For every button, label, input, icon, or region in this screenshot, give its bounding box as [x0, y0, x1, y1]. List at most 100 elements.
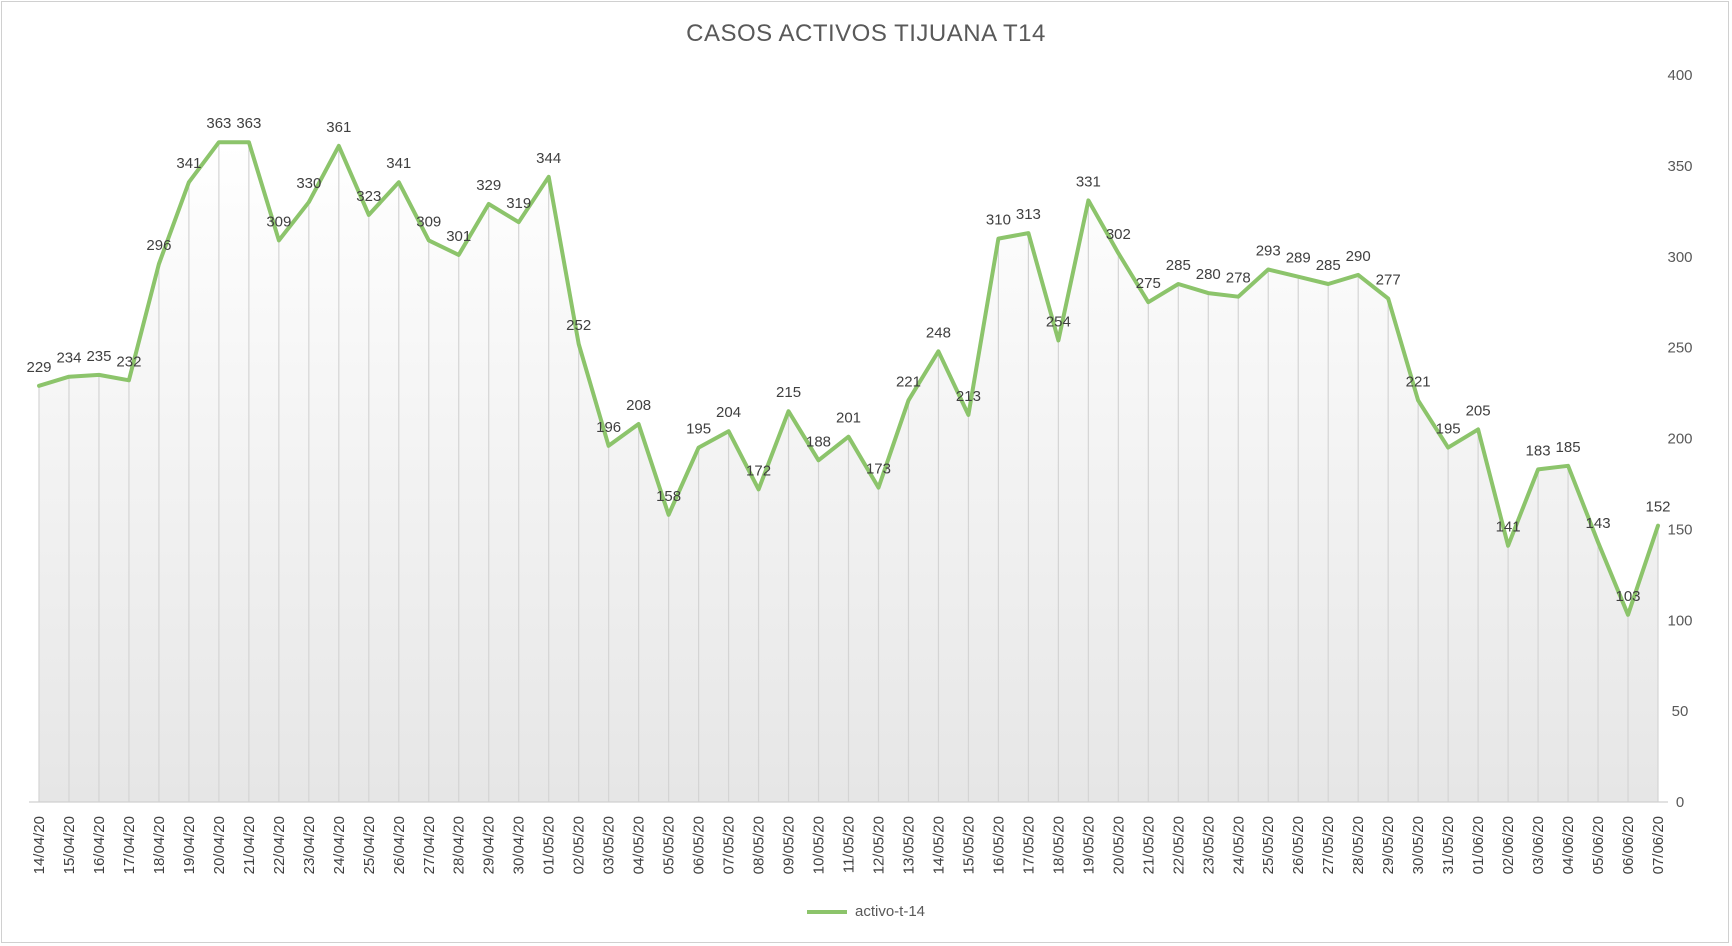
y-tick-label: 300	[1667, 249, 1692, 266]
x-tick-label: 22/04/20	[271, 816, 288, 874]
y-tick-label: 0	[1676, 794, 1684, 811]
data-label: 208	[626, 397, 651, 414]
y-tick-label: 400	[1667, 67, 1692, 84]
data-label: 302	[1106, 226, 1131, 243]
data-label: 248	[926, 324, 951, 341]
data-label: 361	[326, 119, 351, 136]
y-tick-label: 100	[1667, 612, 1692, 629]
x-tick-label: 15/04/20	[61, 816, 78, 874]
x-tick-label: 30/05/20	[1410, 816, 1427, 874]
data-label: 185	[1556, 439, 1581, 456]
x-tick-label: 18/05/20	[1050, 816, 1067, 874]
x-tick-label: 23/04/20	[301, 816, 318, 874]
data-label: 278	[1226, 270, 1251, 287]
x-tick-label: 01/06/20	[1470, 816, 1487, 874]
data-label: 309	[416, 213, 441, 230]
y-tick-label: 350	[1667, 158, 1692, 175]
data-label: 196	[596, 419, 621, 436]
data-label: 341	[386, 155, 411, 172]
data-label: 173	[866, 461, 891, 478]
data-label: 204	[716, 404, 741, 421]
data-label: 152	[1645, 499, 1670, 516]
data-label: 290	[1346, 248, 1371, 265]
data-label: 188	[806, 433, 831, 450]
x-tick-label: 16/04/20	[91, 816, 108, 874]
chart-title: CASOS ACTIVOS TIJUANA T14	[686, 20, 1046, 47]
data-label: 344	[536, 150, 561, 167]
x-tick-label: 07/06/20	[1650, 816, 1667, 874]
data-label: 285	[1166, 257, 1191, 274]
data-label: 341	[176, 155, 201, 172]
x-tick-label: 21/05/20	[1140, 816, 1157, 874]
x-tick-label: 24/05/20	[1230, 816, 1247, 874]
series-line-activo-t-14	[37, 140, 1660, 617]
x-tick-label: 25/04/20	[361, 816, 378, 874]
data-label: 310	[986, 212, 1011, 229]
x-tick-label: 07/05/20	[721, 816, 738, 874]
x-tick-label: 06/05/20	[691, 816, 708, 874]
data-label: 201	[836, 410, 861, 427]
legend: activo-t-14	[0, 903, 1732, 920]
x-tick-label: 20/05/20	[1110, 816, 1127, 874]
x-tick-label: 03/06/20	[1530, 816, 1547, 874]
data-label: 183	[1526, 442, 1551, 459]
x-tick-label: 09/05/20	[781, 816, 798, 874]
x-tick-label: 17/04/20	[121, 816, 138, 874]
legend-label: activo-t-14	[854, 903, 926, 920]
x-tick-label: 20/04/20	[211, 816, 228, 874]
data-label: 252	[566, 317, 591, 334]
y-tick-label: 200	[1667, 431, 1692, 448]
data-label: 363	[236, 115, 261, 132]
data-label: 293	[1256, 242, 1281, 259]
data-label: 232	[116, 353, 141, 370]
x-tick-label: 17/05/20	[1020, 816, 1037, 874]
x-tick-label: 29/05/20	[1380, 816, 1397, 874]
data-label: 275	[1136, 275, 1161, 292]
data-label: 205	[1466, 402, 1491, 419]
x-tick-label: 26/05/20	[1290, 816, 1307, 874]
data-label: 235	[86, 348, 111, 365]
x-tick-label: 13/05/20	[900, 816, 917, 874]
x-tick-label: 03/05/20	[601, 816, 618, 874]
data-label: 158	[656, 488, 681, 505]
data-label: 331	[1076, 173, 1101, 190]
data-label: 195	[1436, 421, 1461, 438]
data-label: 313	[1016, 206, 1041, 223]
x-tick-label: 10/05/20	[811, 816, 828, 874]
data-label: 330	[296, 175, 321, 192]
x-tick-label: 21/04/20	[241, 816, 258, 874]
legend-swatch	[806, 909, 847, 914]
x-tick-label: 28/05/20	[1350, 816, 1367, 874]
data-label: 215	[776, 384, 801, 401]
x-tick-label: 25/05/20	[1260, 816, 1277, 874]
x-tick-label: 02/05/20	[571, 816, 588, 874]
x-tick-label: 11/05/20	[841, 816, 858, 873]
y-tick-label: 250	[1667, 340, 1692, 357]
data-label: 221	[896, 373, 921, 390]
x-tick-label: 19/04/20	[181, 816, 198, 874]
x-tick-label: 16/05/20	[990, 816, 1007, 874]
x-tick-label: 22/05/20	[1170, 816, 1187, 874]
x-tick-label: 31/05/20	[1440, 816, 1457, 874]
data-label: 277	[1376, 272, 1401, 289]
data-label: 143	[1586, 515, 1611, 532]
x-tick-label: 30/04/20	[511, 816, 528, 874]
data-label: 221	[1406, 373, 1431, 390]
data-label: 363	[206, 115, 231, 132]
x-tick-label: 26/04/20	[391, 816, 408, 874]
y-tick-label: 150	[1667, 521, 1692, 538]
x-tick-label: 27/05/20	[1320, 816, 1337, 874]
data-label: 285	[1316, 257, 1341, 274]
x-tick-label: 05/05/20	[661, 816, 678, 874]
data-label: 319	[506, 195, 531, 212]
data-label: 234	[56, 350, 81, 367]
x-tick-label: 04/06/20	[1560, 816, 1577, 874]
data-label: 213	[956, 388, 981, 405]
x-tick-label: 27/04/20	[421, 816, 438, 874]
x-tick-label: 29/04/20	[481, 816, 498, 874]
x-tick-label: 15/05/20	[960, 816, 977, 874]
data-label: 301	[446, 228, 471, 245]
data-label: 254	[1046, 313, 1071, 330]
data-label: 329	[476, 177, 501, 194]
